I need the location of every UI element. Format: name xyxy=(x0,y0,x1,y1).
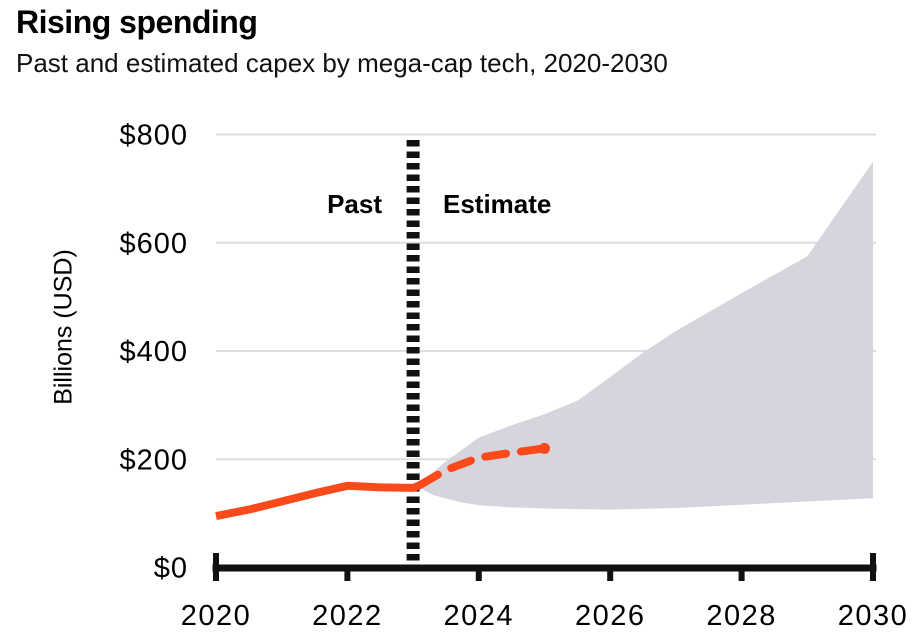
estimate-line xyxy=(415,444,549,490)
y-tick-label: $800 xyxy=(119,120,188,152)
x-tick-label: 2022 xyxy=(312,600,383,632)
x-tick-label: 2028 xyxy=(706,600,777,632)
actual-line xyxy=(215,481,422,521)
estimate-end-dot xyxy=(539,442,550,454)
x-tick-label: 2026 xyxy=(575,600,646,632)
x-tick-label: 2030 xyxy=(838,600,909,632)
y-tick-label: $0 xyxy=(154,553,188,585)
y-tick-label: $600 xyxy=(119,228,188,260)
chart-subtitle: Past and estimated capex by mega-cap tec… xyxy=(16,48,668,78)
x-tick-label: 2020 xyxy=(181,600,252,632)
x-tick-label: 2024 xyxy=(444,600,515,632)
y-tick-label: $200 xyxy=(119,444,188,476)
y-tick-label: $400 xyxy=(119,336,188,368)
chart-title: Rising spending xyxy=(16,4,258,40)
past-label: Past xyxy=(327,189,382,219)
estimate-range-area xyxy=(416,161,873,510)
estimate-label: Estimate xyxy=(443,189,552,219)
